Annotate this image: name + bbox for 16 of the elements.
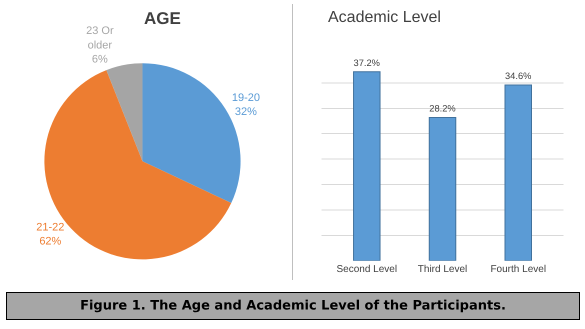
caption: Figure 1. The Age and Academic Level of the Participants. xyxy=(80,298,506,314)
data-label: 37.2% xyxy=(354,58,380,68)
x-tick-label: Second Level xyxy=(336,264,398,275)
slice-label: 21-22 xyxy=(36,221,64,234)
pie-slice xyxy=(106,63,142,162)
data-label: 6% xyxy=(92,54,108,66)
data-label: 32% xyxy=(234,106,258,118)
x-tick-label: Fourth Level xyxy=(490,264,546,275)
chart-title: Academic Level xyxy=(328,9,441,26)
x-tick-label: Third Level xyxy=(418,264,468,275)
chart-title: AGE xyxy=(144,9,181,28)
data-label: 28.2% xyxy=(429,104,456,114)
slice-label: 23 Or older xyxy=(86,25,114,52)
data-label: 62% xyxy=(39,236,62,248)
slice-label: 19-20 xyxy=(232,92,260,104)
data-label: 34.6% xyxy=(505,71,532,82)
